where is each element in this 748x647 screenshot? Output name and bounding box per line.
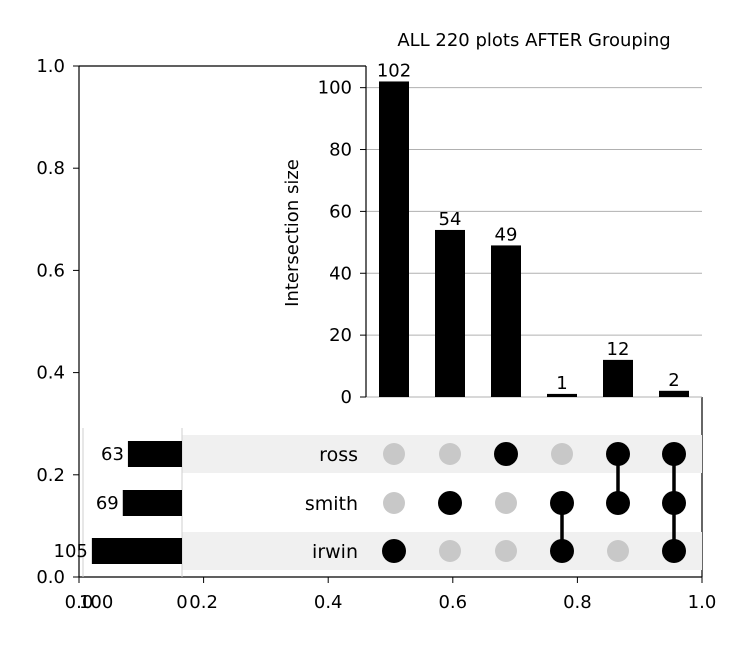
- intersection-bar-label: 1: [556, 373, 567, 394]
- intersection-bar-label: 12: [607, 339, 630, 360]
- intersection-bar: [379, 81, 409, 398]
- bars-background: [366, 66, 702, 397]
- matrix-dot-inactive: [551, 443, 573, 465]
- totals-bar: [91, 538, 182, 564]
- totals-x-tick-label: 0: [176, 592, 187, 613]
- set-label: irwin: [312, 541, 358, 563]
- bg-x-tick-label: 0.2: [189, 592, 218, 613]
- totals-bar: [127, 441, 182, 467]
- bg-x-tick-label: 1.0: [688, 592, 717, 613]
- bg-x-tick-label: 0.6: [438, 592, 467, 613]
- matrix-dot-inactive: [607, 540, 629, 562]
- intersection-bar-label: 102: [377, 60, 411, 81]
- totals-panel: 63 69 105 100 0: [54, 428, 188, 613]
- totals-bar: [122, 490, 182, 516]
- background-axes: 0.0 0.2 0.4 0.6 0.8 1.0 0.0 0.2 0.4 0.6 0.8 1.0: [36, 56, 716, 613]
- matrix-dot-active: [438, 491, 462, 515]
- bg-y-tick-label: 0.2: [36, 465, 65, 486]
- bg-x-tick-label: 0.0: [65, 592, 94, 613]
- totals-bar-label: 63: [101, 444, 124, 465]
- matrix-dot-active: [662, 442, 686, 466]
- intersection-panel: 0 20 40 60 80 100 102 54 49 1 12 2: [318, 60, 702, 408]
- intersection-bar: [659, 390, 689, 397]
- matrix-dot-inactive: [383, 443, 405, 465]
- matrix-dot-active: [662, 491, 686, 515]
- bars-y-tick-label: 20: [329, 325, 352, 346]
- bg-y-tick-label: 0.8: [36, 158, 65, 179]
- matrix-dot-active: [550, 539, 574, 563]
- set-label: ross: [319, 444, 358, 466]
- bg-x-tick-label: 0.8: [563, 592, 592, 613]
- intersection-bar: [435, 229, 465, 397]
- matrix-dot-inactive: [439, 443, 461, 465]
- matrix-dot-inactive: [495, 540, 517, 562]
- matrix-dot-active: [382, 539, 406, 563]
- totals-bar-label: 69: [96, 493, 119, 514]
- matrix-dot-inactive: [383, 492, 405, 514]
- intersection-bar: [491, 245, 521, 397]
- matrix-dot-active: [494, 442, 518, 466]
- matrix-dot-active: [606, 442, 630, 466]
- totals-x-tick-label: 100: [79, 592, 113, 613]
- bars-y-tick-label: 40: [329, 263, 352, 284]
- y-axis-label: Intersection size: [282, 159, 303, 307]
- matrix-panel: ross smith irwin: [182, 435, 702, 570]
- bars-y-tick-label: 0: [341, 387, 352, 408]
- bg-y-tick-label: 0.0: [36, 567, 65, 588]
- matrix-dot-inactive: [495, 492, 517, 514]
- totals-bar-label: 105: [54, 541, 88, 562]
- bars-y-tick-label: 60: [329, 201, 352, 222]
- bars-y-tick-label: 100: [318, 78, 352, 99]
- set-label: smith: [305, 493, 358, 515]
- intersection-bar-label: 2: [668, 370, 679, 391]
- bg-x-tick-label: 0.4: [314, 592, 343, 613]
- bg-y-tick-label: 1.0: [36, 56, 65, 77]
- chart-title: ALL 220 plots AFTER Grouping: [397, 30, 670, 51]
- matrix-dot-inactive: [439, 540, 461, 562]
- bg-y-tick-label: 0.4: [36, 363, 65, 384]
- matrix-dot-active: [606, 491, 630, 515]
- intersection-bar-label: 49: [495, 224, 518, 245]
- bars-y-tick-label: 80: [329, 140, 352, 161]
- intersection-bar: [547, 393, 577, 397]
- matrix-dot-active: [550, 491, 574, 515]
- matrix-dot-active: [662, 539, 686, 563]
- intersection-bar-label: 54: [439, 209, 462, 230]
- intersection-bar: [603, 359, 633, 397]
- bg-y-tick-label: 0.6: [36, 260, 65, 281]
